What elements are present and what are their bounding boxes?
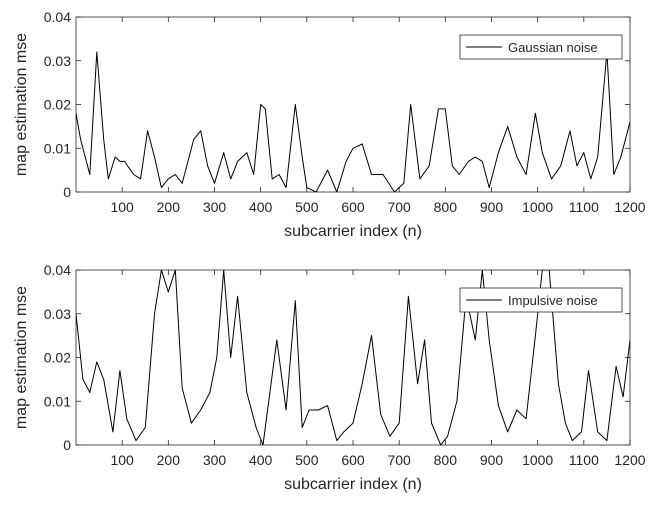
- y-tick-label: 0.04: [44, 9, 71, 25]
- x-tick-label: 1100: [569, 452, 599, 468]
- y-axis-label: map estimation mse: [13, 286, 30, 429]
- x-tick-label: 300: [203, 199, 227, 215]
- x-tick-label: 1000: [522, 199, 553, 215]
- y-tick-label: 0.04: [44, 262, 71, 278]
- x-tick-label: 800: [434, 199, 458, 215]
- y-tick-label: 0.02: [44, 350, 71, 366]
- x-axis-label: subcarrier index (n): [284, 476, 422, 493]
- chart-panel-1: 100 200 300 400 500 600 700 800 900 1000 1100 1200 0…: [13, 9, 646, 240]
- x-tick-label: 200: [157, 199, 181, 215]
- x-tick-label: 600: [341, 199, 365, 215]
- y-tick-label: 0: [63, 184, 71, 200]
- x-tick-label: 400: [249, 452, 273, 468]
- x-tick-label: 100: [110, 199, 134, 215]
- x-tick-label: 700: [387, 452, 411, 468]
- y-tick-label: 0.03: [44, 306, 71, 322]
- x-tick-label: 700: [387, 199, 411, 215]
- x-tick-label: 1000: [522, 452, 553, 468]
- chart-panel-2: 100 200 300 400 500 600 700 800 900 1000 1100 1200 0…: [13, 262, 646, 493]
- x-tick-label: 200: [157, 452, 181, 468]
- y-tick-label: 0.02: [44, 97, 71, 113]
- x-tick-label: 600: [341, 452, 365, 468]
- x-axis-label: subcarrier index (n): [284, 223, 422, 240]
- legend-label: Impulsive noise: [508, 293, 598, 308]
- y-tick-label: 0.03: [44, 53, 71, 69]
- y-tick-label: 0: [63, 437, 71, 453]
- x-tick-label: 1200: [614, 199, 645, 215]
- x-tick-label: 100: [110, 452, 134, 468]
- x-tick-label: 300: [203, 452, 227, 468]
- legend-label: Gaussian noise: [508, 40, 598, 55]
- x-tick-label: 900: [480, 199, 504, 215]
- x-tick-label: 1200: [614, 452, 645, 468]
- y-tick-label: 0.01: [44, 393, 71, 409]
- x-tick-label: 900: [480, 452, 504, 468]
- y-tick-label: 0.01: [44, 140, 71, 156]
- x-tick-label: 500: [295, 452, 319, 468]
- x-tick-label: 800: [434, 452, 458, 468]
- series-line-1: [76, 51, 630, 192]
- x-tick-label: 400: [249, 199, 273, 215]
- x-tick-label: 1100: [569, 199, 599, 215]
- y-axis-label: map estimation mse: [13, 33, 30, 176]
- x-tick-label: 500: [295, 199, 319, 215]
